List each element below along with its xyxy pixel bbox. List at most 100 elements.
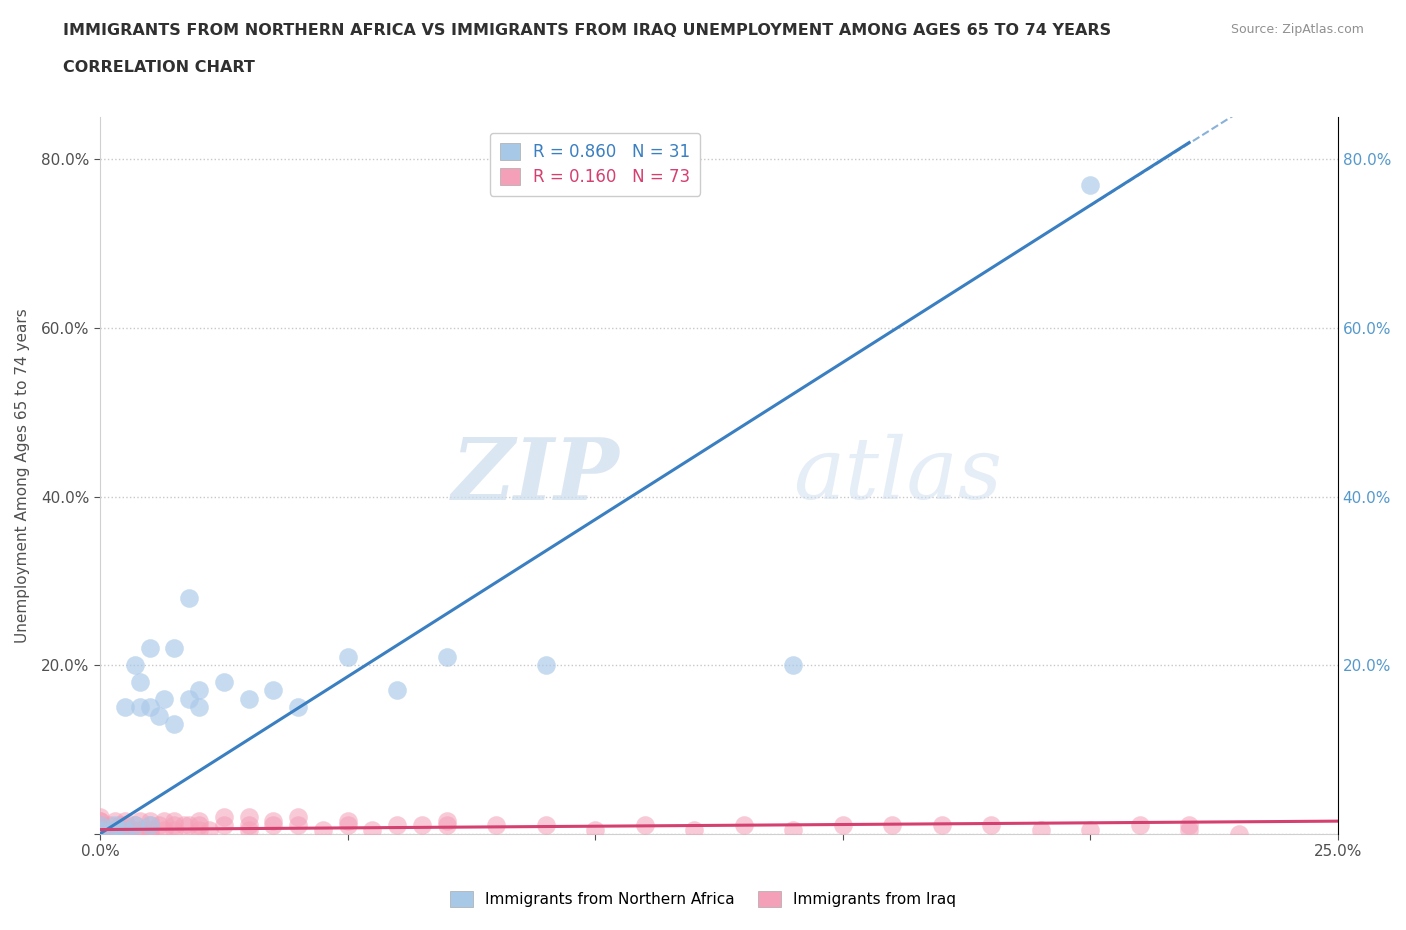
Point [138, 700, 160, 715]
Point [287, 817, 309, 832]
Point [89, 822, 111, 837]
Text: ZIP: ZIP [451, 433, 620, 517]
Point [89, 822, 111, 837]
Point [336, 817, 359, 832]
Point [163, 817, 186, 832]
Point [583, 822, 606, 837]
Point [173, 817, 195, 832]
Point [114, 827, 136, 842]
Legend: Immigrants from Northern Africa, Immigrants from Iraq: Immigrants from Northern Africa, Immigra… [444, 884, 962, 913]
Point [138, 817, 160, 832]
Point [1129, 817, 1152, 832]
Point [485, 817, 508, 832]
Point [89, 822, 111, 837]
Point [831, 817, 853, 832]
Point [114, 817, 136, 832]
Text: IMMIGRANTS FROM NORTHERN AFRICA VS IMMIGRANTS FROM IRAQ UNEMPLOYMENT AMONG AGES : IMMIGRANTS FROM NORTHERN AFRICA VS IMMIG… [63, 23, 1111, 38]
Point [212, 674, 235, 689]
Point [212, 809, 235, 824]
Point [633, 817, 655, 832]
Point [188, 700, 211, 715]
Point [336, 814, 359, 829]
Point [114, 822, 136, 837]
Point [179, 817, 201, 832]
Point [89, 814, 111, 829]
Point [287, 700, 309, 715]
Point [104, 822, 127, 837]
Point [128, 674, 150, 689]
Point [163, 822, 186, 837]
Legend: R = 0.860   N = 31, R = 0.160   N = 73: R = 0.860 N = 31, R = 0.160 N = 73 [489, 133, 700, 196]
Point [733, 817, 755, 832]
Point [89, 809, 111, 824]
Point [188, 814, 211, 829]
Y-axis label: Unemployment Among Ages 65 to 74 years: Unemployment Among Ages 65 to 74 years [15, 308, 30, 643]
Point [436, 649, 458, 664]
Point [1029, 822, 1052, 837]
Point [89, 827, 111, 842]
Point [89, 822, 111, 837]
Point [108, 817, 131, 832]
Point [138, 641, 160, 656]
Point [128, 814, 150, 829]
Point [153, 822, 176, 837]
Point [104, 817, 127, 832]
Point [163, 641, 186, 656]
Point [1078, 178, 1101, 193]
Point [683, 822, 706, 837]
Point [89, 817, 111, 832]
Point [188, 817, 211, 832]
Point [385, 683, 408, 698]
Point [436, 814, 458, 829]
Point [262, 683, 284, 698]
Point [931, 817, 953, 832]
Point [148, 817, 170, 832]
Point [124, 658, 146, 672]
Point [262, 814, 284, 829]
Point [436, 817, 458, 832]
Point [163, 814, 186, 829]
Point [124, 822, 146, 837]
Point [148, 709, 170, 724]
Point [312, 822, 335, 837]
Point [238, 822, 260, 837]
Text: Source: ZipAtlas.com: Source: ZipAtlas.com [1230, 23, 1364, 36]
Point [534, 817, 557, 832]
Point [153, 814, 176, 829]
Point [411, 817, 433, 832]
Point [238, 809, 260, 824]
Point [138, 814, 160, 829]
Point [1178, 817, 1201, 832]
Text: atlas: atlas [793, 434, 1002, 517]
Point [188, 822, 211, 837]
Point [89, 814, 111, 829]
Point [124, 817, 146, 832]
Point [104, 822, 127, 837]
Point [179, 591, 201, 605]
Point [98, 822, 121, 837]
Point [128, 700, 150, 715]
Point [385, 817, 408, 832]
Point [153, 692, 176, 707]
Point [138, 827, 160, 842]
Point [534, 658, 557, 672]
Point [361, 822, 384, 837]
Point [188, 683, 211, 698]
Point [138, 817, 160, 832]
Text: CORRELATION CHART: CORRELATION CHART [63, 60, 254, 75]
Point [287, 809, 309, 824]
Point [1078, 822, 1101, 837]
Point [198, 822, 221, 837]
Point [336, 649, 359, 664]
Point [1227, 827, 1250, 842]
Point [114, 814, 136, 829]
Point [179, 692, 201, 707]
Point [782, 822, 804, 837]
Point [128, 822, 150, 837]
Point [262, 817, 284, 832]
Point [782, 658, 804, 672]
Point [104, 814, 127, 829]
Point [1178, 822, 1201, 837]
Point [98, 817, 121, 832]
Point [238, 817, 260, 832]
